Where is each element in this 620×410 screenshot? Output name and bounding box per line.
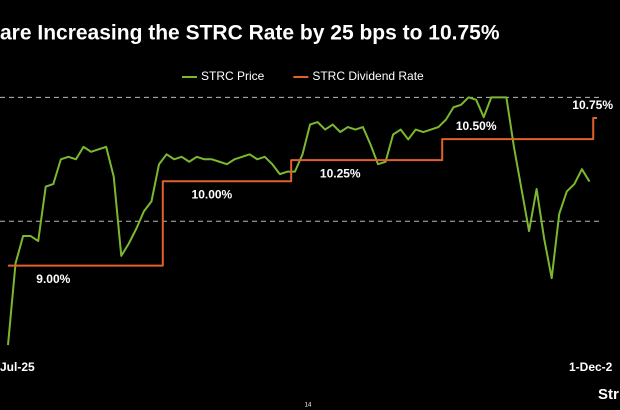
legend-label: STRC Price bbox=[201, 69, 265, 83]
data-label: 10.50% bbox=[456, 119, 497, 133]
chart-title: are Increasing the STRC Rate by 25 bps t… bbox=[0, 22, 500, 45]
data-label: 9.00% bbox=[36, 272, 70, 286]
x-tick-label: Jul-25 bbox=[0, 360, 35, 374]
data-label: 10.25% bbox=[320, 166, 361, 180]
data-label: 10.75% bbox=[572, 98, 613, 112]
data-label: 10.00% bbox=[192, 187, 233, 201]
series-line bbox=[7, 96, 591, 346]
logo: Str bbox=[598, 386, 619, 403]
series-line bbox=[8, 116, 597, 267]
legend-label: STRC Dividend Rate bbox=[312, 69, 424, 83]
page-number: 14 bbox=[305, 403, 312, 409]
x-tick-label: 1-Dec-2 bbox=[569, 360, 613, 374]
